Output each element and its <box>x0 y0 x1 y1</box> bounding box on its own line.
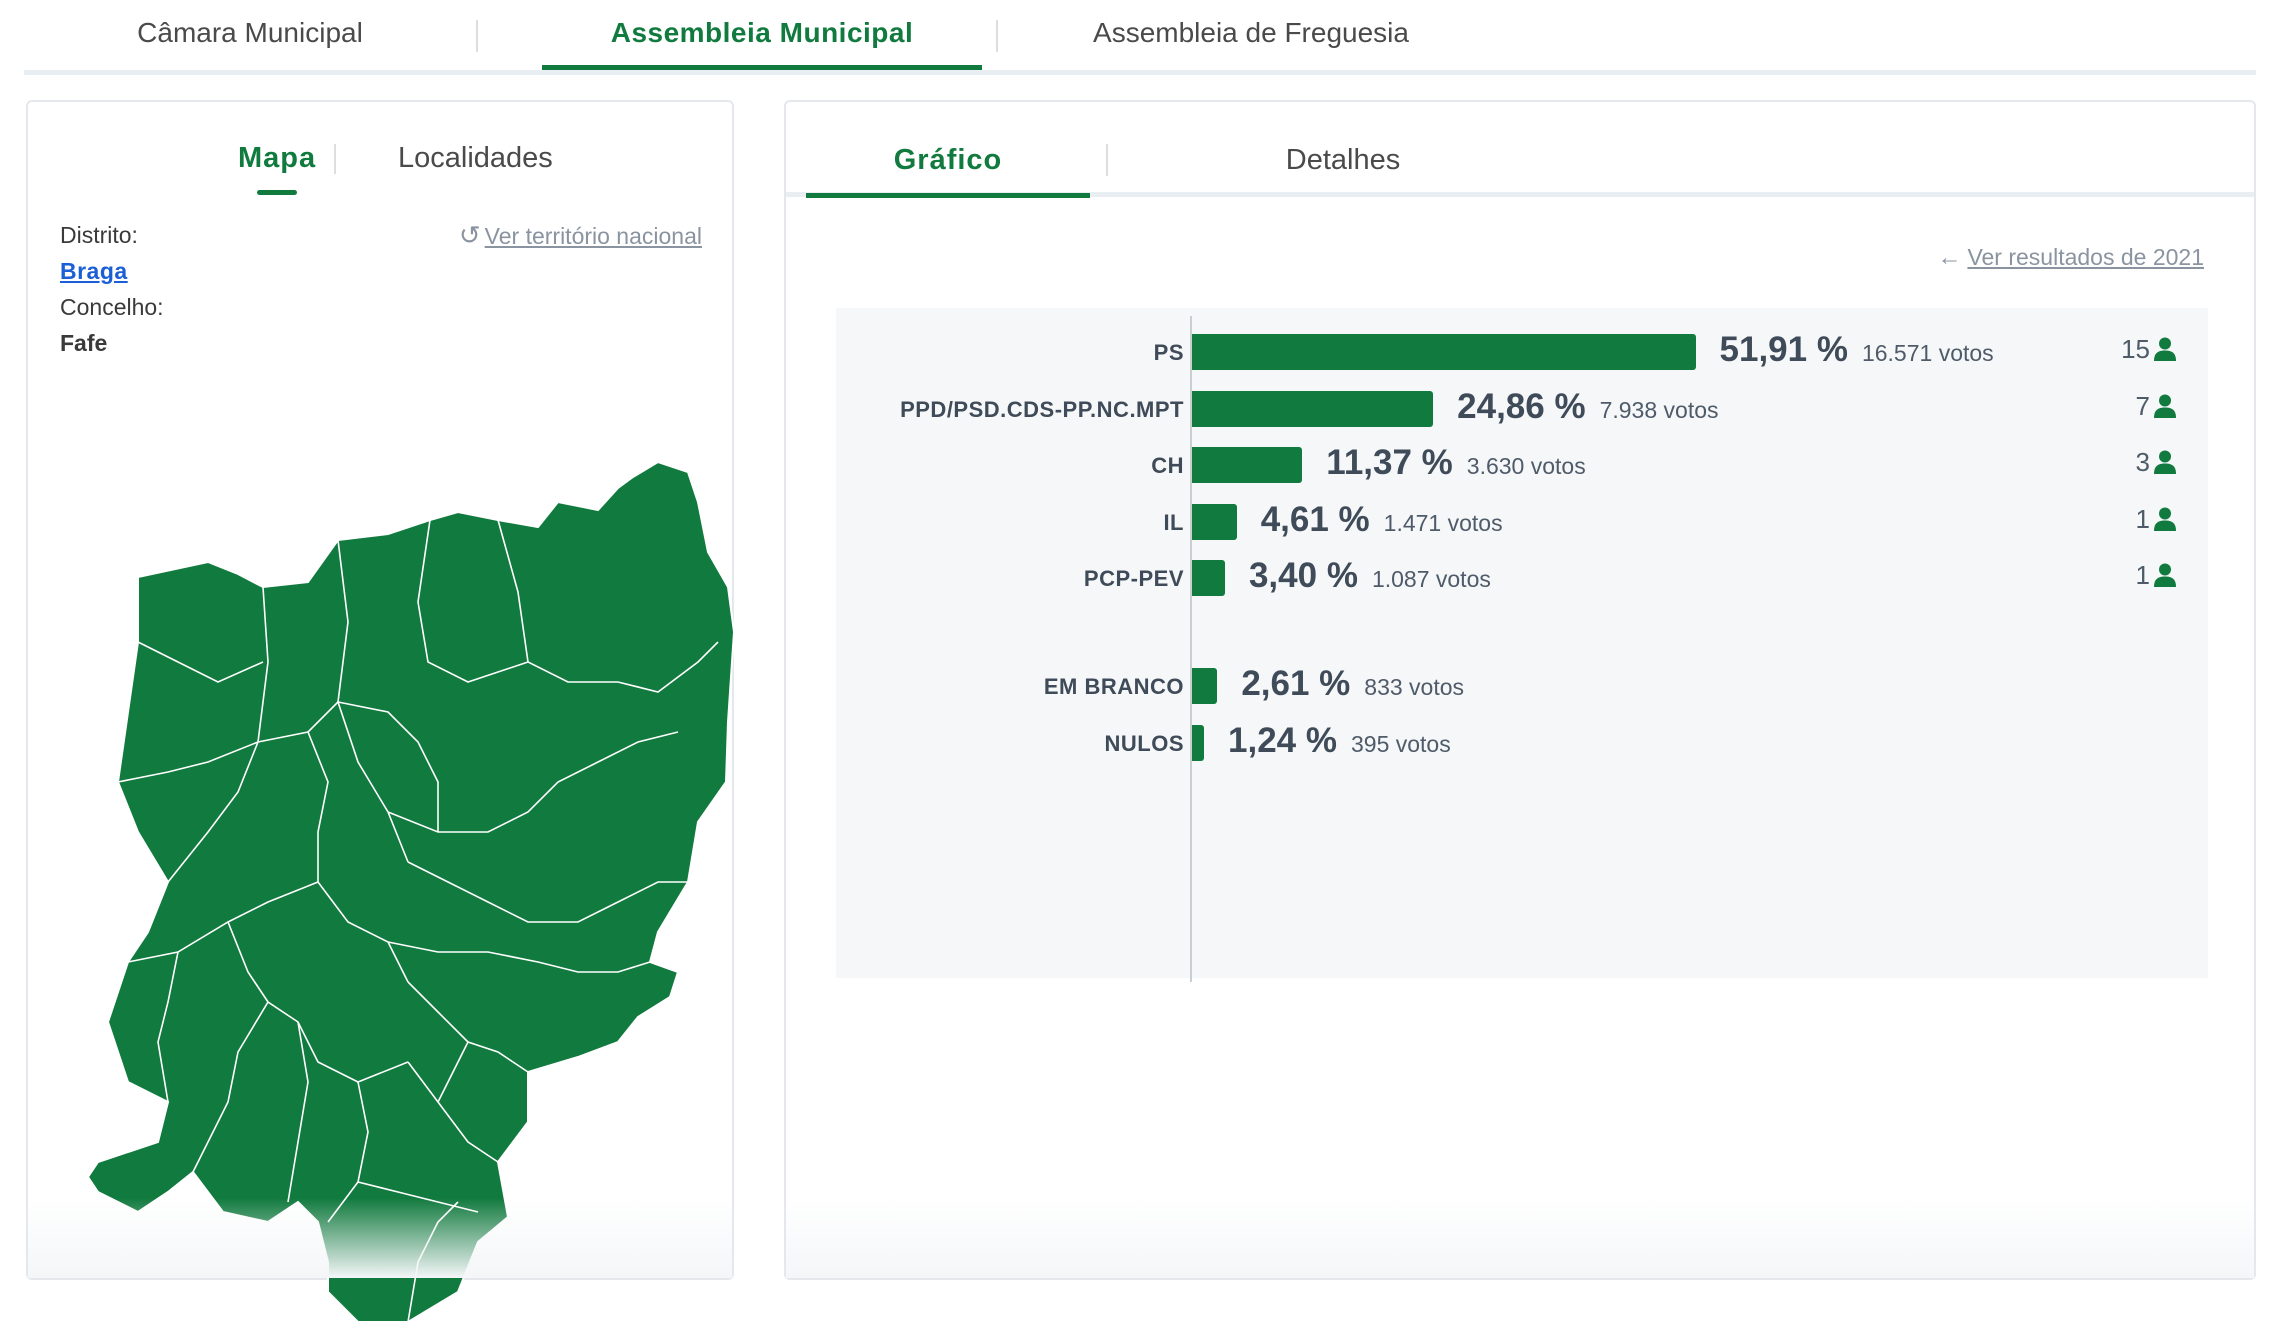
person-icon <box>2154 450 2176 474</box>
seats-count: 15 <box>2096 334 2176 365</box>
back-link-label: Ver resultados de 2021 <box>1967 244 2204 270</box>
seats-value: 1 <box>2135 560 2150 590</box>
chart-axis <box>1190 316 1192 982</box>
concelho-map[interactable] <box>58 362 738 1342</box>
results-panel: Gráfico Detalhes ← Ver resultados de 2021… <box>784 100 2256 1280</box>
seats-value: 1 <box>2135 503 2150 534</box>
tab-assembleia-municipal[interactable]: Assembleia Municipal <box>542 17 982 70</box>
result-row: PPD/PSD.CDS-PP.NC.MPT 24,86 % 7.938 votos 7 <box>836 385 2208 435</box>
party-name: IL <box>1163 509 1184 535</box>
result-row: PS 51,91 % 16.571 votos 15 <box>836 328 2208 378</box>
panel-fade <box>786 1198 2254 1278</box>
panel-fade <box>28 1198 732 1278</box>
distrito-link[interactable]: Braga <box>60 258 128 284</box>
person-icon <box>2154 563 2176 587</box>
tab-divider <box>476 20 478 52</box>
seats-count: 1 <box>2096 560 2176 591</box>
seats-count: 1 <box>2096 504 2176 535</box>
person-icon <box>2154 337 2176 361</box>
result-row: IL 4,61 % 1.471 votos 1 <box>836 498 2208 548</box>
result-bar[interactable] <box>1192 724 1205 761</box>
seats-count: 3 <box>2096 447 2176 478</box>
result-bar[interactable] <box>1192 560 1225 596</box>
result-bar[interactable] <box>1192 447 1303 483</box>
party-name: NULOS <box>1104 730 1184 756</box>
tab-grafico[interactable]: Gráfico <box>806 144 1090 198</box>
votes-count: 3.630 votos <box>1466 453 1586 479</box>
seats-value: 3 <box>2135 447 2150 477</box>
result-bar[interactable] <box>1192 390 1434 427</box>
percent-label: 4,61 % 1.471 votos <box>1261 500 1503 540</box>
tab-assembleia-freguesia[interactable]: Assembleia de Freguesia <box>1093 17 1409 48</box>
tab-mapa[interactable]: Mapa <box>238 142 317 195</box>
distrito-label: Distrito: <box>60 222 138 248</box>
seats-value: 7 <box>2135 390 2150 421</box>
concelho-value: Fafe <box>60 330 108 356</box>
parish-boundaries <box>117 519 719 1323</box>
arrow-left-icon: ← <box>1937 244 1962 271</box>
party-name: PPD/PSD.CDS-PP.NC.MPT <box>900 396 1184 422</box>
votes-count: 1.087 votos <box>1371 566 1491 592</box>
person-icon <box>2154 394 2176 418</box>
percent-label: 1,24 % 395 votos <box>1228 721 1451 761</box>
result-bar[interactable] <box>1192 503 1237 540</box>
tab-divider <box>1106 144 1108 176</box>
map-outline[interactable] <box>86 460 736 1323</box>
reset-icon: ↺ <box>458 220 481 250</box>
percent-value: 3,40 % <box>1248 556 1358 595</box>
tab-divider <box>996 20 998 52</box>
result-row: EM BRANCO 2,61 % 833 votos <box>836 662 2208 712</box>
party-name: EM BRANCO <box>1043 674 1184 699</box>
person-icon <box>2154 507 2176 531</box>
percent-value: 1,24 % <box>1228 720 1337 760</box>
percent-value: 4,61 % <box>1260 499 1370 539</box>
election-type-tabs: Câmara Municipal Assembleia Municipal As… <box>24 0 2256 75</box>
result-row: CH 11,37 % 3.630 votos 3 <box>836 441 2208 491</box>
reset-link-label: Ver território nacional <box>484 223 702 249</box>
result-bar[interactable] <box>1192 334 1696 370</box>
tab-camara-municipal[interactable]: Câmara Municipal <box>137 17 363 48</box>
party-name: CH <box>1151 453 1184 478</box>
percent-value: 2,61 % <box>1241 664 1351 703</box>
tab-divider <box>334 144 336 174</box>
results-tabs: Gráfico Detalhes <box>786 102 2254 198</box>
result-row: NULOS 1,24 % 395 votos <box>836 719 2208 769</box>
result-row: PCP-PEV 3,40 % 1.087 votos 1 <box>836 554 2208 604</box>
votes-count: 7.938 votos <box>1599 396 1719 423</box>
votes-count: 16.571 votos <box>1861 340 1994 366</box>
percent-label: 24,86 % 7.938 votos <box>1457 387 1718 427</box>
tab-detalhes[interactable]: Detalhes <box>1285 144 1401 176</box>
votes-count: 833 votos <box>1364 674 1465 700</box>
percent-value: 24,86 % <box>1457 386 1586 426</box>
percent-label: 51,91 % 16.571 votos <box>1720 330 1994 370</box>
percent-label: 2,61 % 833 votos <box>1241 664 1464 704</box>
ver-territorio-nacional-link[interactable]: ↺ Ver território nacional <box>459 220 702 251</box>
party-name: PS <box>1153 340 1184 365</box>
ver-resultados-2021-link[interactable]: ← Ver resultados de 2021 <box>1937 244 2204 272</box>
map-panel: Mapa Localidades Distrito: Braga Concelh… <box>26 100 736 1323</box>
concelho-label: Concelho: <box>60 294 164 320</box>
seats-count: 7 <box>2096 391 2176 422</box>
percent-value: 11,37 % <box>1326 443 1453 482</box>
votes-count: 1.471 votos <box>1383 509 1503 536</box>
percent-label: 3,40 % 1.087 votos <box>1249 556 1491 596</box>
party-name: PCP-PEV <box>1083 566 1184 591</box>
tab-localidades[interactable]: Localidades <box>398 142 553 174</box>
seats-value: 15 <box>2121 334 2150 364</box>
results-chart: PS 51,91 % 16.571 votos 15 PPD/PSD.CDS-PP.NC… <box>836 308 2208 982</box>
percent-value: 51,91 % <box>1719 330 1848 369</box>
percent-label: 11,37 % 3.630 votos <box>1326 443 1585 483</box>
votes-count: 395 votos <box>1350 730 1451 757</box>
result-bar[interactable] <box>1192 668 1218 704</box>
